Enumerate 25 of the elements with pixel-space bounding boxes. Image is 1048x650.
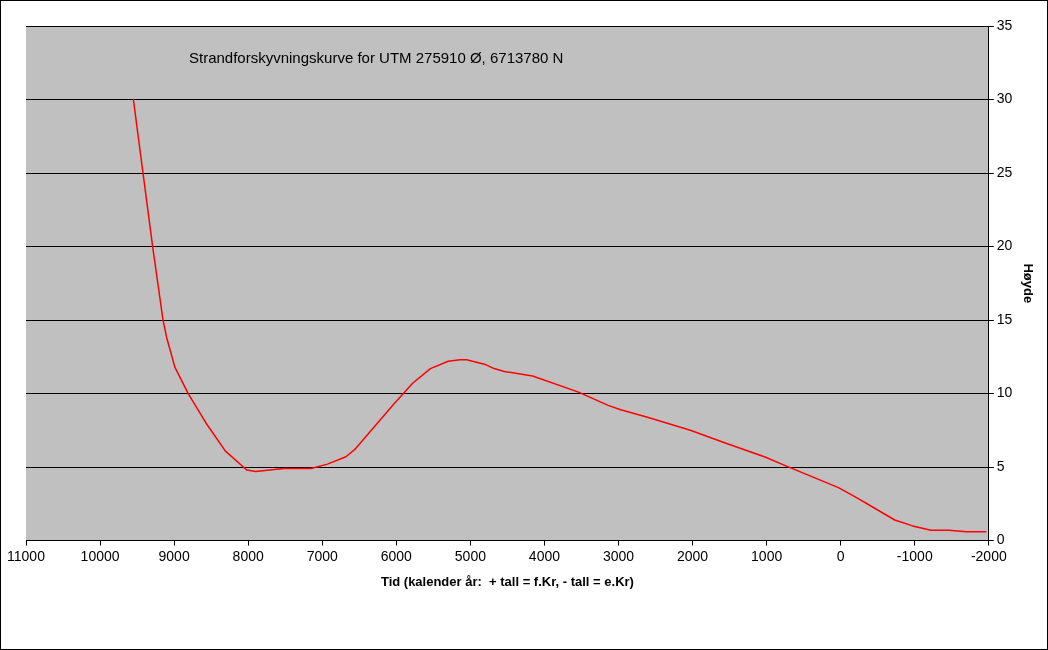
- x-tick-label: 0: [836, 547, 845, 564]
- x-tick-label: 10000: [80, 547, 120, 564]
- x-tick-label: 9000: [158, 547, 190, 564]
- y-tick-label: 15: [996, 310, 1013, 327]
- x-tick-label: 11000: [7, 547, 46, 564]
- x-tick-label: 2000: [676, 547, 709, 564]
- x-tick-label: -2000: [970, 547, 1007, 564]
- x-tick-label: 7000: [306, 547, 339, 564]
- y-tick-label: 20: [996, 237, 1013, 254]
- x-tick-label: -1000: [896, 547, 933, 564]
- x-tick-label: 5000: [454, 547, 487, 564]
- y-tick-label: 0: [996, 531, 1005, 548]
- x-tick-label: 3000: [602, 547, 635, 564]
- x-axis-title: Tid (kalender år: + tall = f.Kr, - tall = e.Kr): [380, 573, 634, 589]
- x-tick-label: 1000: [751, 547, 783, 564]
- text: Strandforskyvningskurve for UTM 275910 Ø, 6713780 N: [189, 49, 564, 67]
- x-tick-label: 4000: [528, 547, 561, 564]
- y-axis-title: Høyde: [1020, 263, 1036, 304]
- x-tick-label: 8000: [232, 547, 264, 564]
- y-tick-label: 35: [996, 16, 1013, 33]
- y-tick-label: 25: [996, 163, 1013, 180]
- y-tick-label: 10: [996, 384, 1013, 401]
- x-tick-label: 6000: [380, 547, 413, 564]
- y-tick-label: 5: [996, 457, 1005, 474]
- y-tick-label: 30: [996, 90, 1013, 107]
